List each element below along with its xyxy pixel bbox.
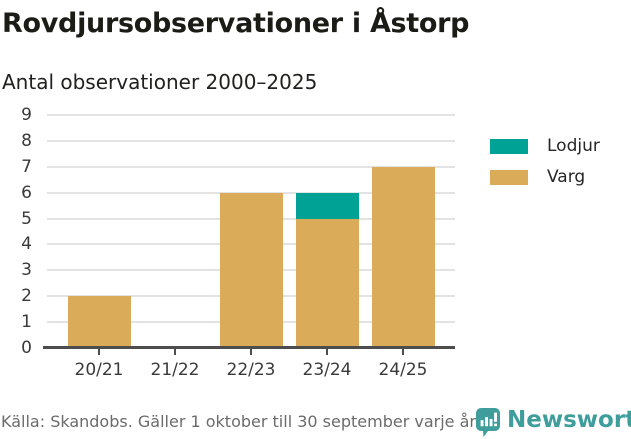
y-axis-label-4: 4 [21,234,32,255]
y-axis-label-3: 3 [21,260,32,281]
source-note: Källa: Skandobs. Gäller 1 oktober till 3… [1,412,480,431]
x-axis-tick-23-24 [326,349,328,355]
y-axis-label-2: 2 [21,286,32,307]
brand-lockup: Newsworthy [476,408,631,437]
chart-title: Rovdjursobservationer i Åstorp [2,8,470,39]
gridline-y9 [47,114,455,116]
legend-swatch-varg [490,169,528,185]
x-axis-tick-20-21 [98,349,100,355]
x-axis-tick-21-22 [174,349,176,355]
x-axis-label-22-23: 22/23 [226,360,276,380]
x-axis-tick-24-25 [402,349,404,355]
x-axis-label-24-25: 24/25 [378,360,428,380]
bar-segment-varg-20-21 [67,296,131,348]
y-axis-label-0: 0 [21,338,32,358]
x-axis-label-21-22: 21/22 [150,360,200,380]
x-axis-line [43,346,455,349]
y-axis-label-9: 9 [21,105,32,125]
x-axis-label-20-21: 20/21 [74,360,124,380]
brand-name: Newsworthy [507,407,631,433]
legend: Lodjur Varg [490,136,600,187]
legend-label-lodjur: Lodjur [547,136,600,156]
chart-subtitle: Antal observationer 2000–2025 [2,70,318,94]
y-axis-label-8: 8 [21,130,32,151]
gridline-y8 [47,139,455,142]
newsworthy-logo-icon [476,408,500,437]
bar-segment-varg-24-25 [371,166,435,348]
x-axis-tick-22-23 [250,349,252,355]
y-axis-label-6: 6 [21,182,32,203]
y-axis-label-7: 7 [21,156,32,177]
bar-segment-varg-22-23 [219,192,283,348]
bar-segment-lodjur-23-24 [295,192,359,219]
legend-label-varg: Varg [547,167,586,187]
gridline-y7 [47,165,455,168]
y-axis-label-5: 5 [21,208,32,229]
legend-item-varg: Varg [490,167,600,187]
legend-item-lodjur: Lodjur [490,136,600,156]
bar-segment-varg-23-24 [295,218,359,348]
legend-swatch-lodjur [490,138,528,154]
y-axis-label-1: 1 [21,312,32,333]
x-axis-label-23-24: 23/24 [302,360,352,380]
